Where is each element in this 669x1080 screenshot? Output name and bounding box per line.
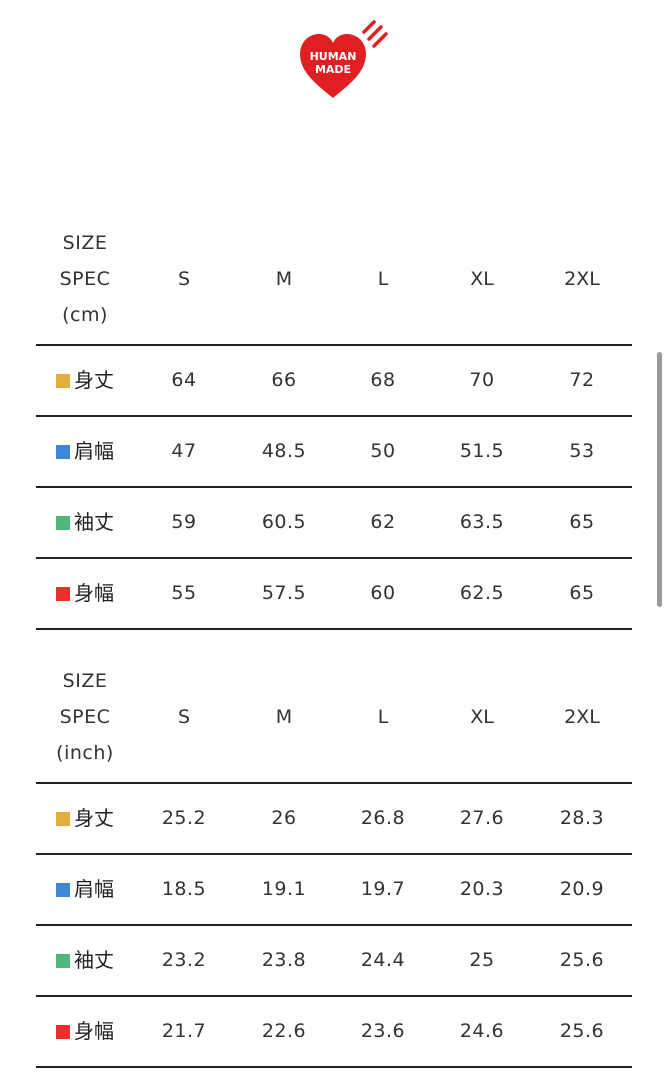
color-swatch-icon [56, 516, 70, 530]
table-cell: 26 [271, 807, 297, 829]
measurement-name: 肩幅 [74, 439, 114, 463]
table-cell: 50 [370, 440, 396, 462]
table-row: 肩幅 18.5 19.1 19.7 20.3 20.9 [36, 855, 632, 926]
table-cell: 62 [370, 511, 396, 533]
table-cell: 21.7 [161, 1020, 207, 1042]
color-swatch-icon [56, 1025, 70, 1039]
size-column-header: L [377, 268, 389, 290]
human-made-logo: HUMAN MADE [296, 14, 396, 104]
table-row: 身丈 25.2 26 26.8 27.6 28.3 [36, 784, 632, 855]
table-cell: 19.7 [360, 878, 406, 900]
table-cell: 20.9 [559, 878, 605, 900]
table-cell: 65 [569, 511, 595, 533]
size-table-inch: SIZE SPEC (inch) S M L XL 2XL 身丈 25.2 26 26.8 27.6 28… [36, 663, 632, 1068]
header-label: (cm) [62, 304, 108, 326]
table-cell: 48.5 [261, 440, 307, 462]
table-cell: 64 [171, 369, 197, 391]
measurement-label: 袖丈 [56, 488, 114, 557]
table-cell: 24.4 [360, 949, 406, 971]
table-row: 袖丈 23.2 23.8 24.4 25 25.6 [36, 926, 632, 997]
header-label: SIZE [62, 670, 108, 692]
table-cell: 23.8 [261, 949, 307, 971]
table-cell: 25.2 [161, 807, 207, 829]
table-cell: 68 [370, 369, 396, 391]
size-column-header: XL [470, 268, 494, 290]
table-cell: 23.6 [360, 1020, 406, 1042]
table-cell: 47 [171, 440, 197, 462]
table-cell: 51.5 [459, 440, 505, 462]
table-cell: 22.6 [261, 1020, 307, 1042]
table-row: 肩幅 47 48.5 50 51.5 53 [36, 417, 632, 488]
size-column-header: S [177, 706, 191, 728]
size-column-header: XL [470, 706, 494, 728]
table-cell: 28.3 [559, 807, 605, 829]
measurement-label: 肩幅 [56, 855, 114, 924]
table-cell: 62.5 [459, 582, 505, 604]
table-cell: 27.6 [459, 807, 505, 829]
table-cell: 66 [271, 369, 297, 391]
table-cell: 24.6 [459, 1020, 505, 1042]
color-swatch-icon [56, 812, 70, 826]
table-header: SIZE SPEC (inch) S M L XL 2XL [36, 663, 632, 784]
size-column-header: 2XL [564, 706, 600, 728]
measurement-name: 袖丈 [74, 510, 114, 534]
table-cell: 70 [469, 369, 495, 391]
measurement-label: 身幅 [56, 559, 114, 628]
table-row: 袖丈 59 60.5 62 63.5 65 [36, 488, 632, 559]
measurement-name: 身幅 [74, 581, 114, 605]
table-cell: 63.5 [459, 511, 505, 533]
measurement-label: 肩幅 [56, 417, 114, 486]
measurement-name: 身丈 [74, 368, 114, 392]
size-column-header: S [177, 268, 191, 290]
table-cell: 55 [171, 582, 197, 604]
table-cell: 72 [569, 369, 595, 391]
measurement-label: 身丈 [56, 346, 114, 415]
size-column-header: M [275, 268, 293, 290]
table-cell: 60 [370, 582, 396, 604]
color-swatch-icon [56, 445, 70, 459]
color-swatch-icon [56, 587, 70, 601]
header-label: SIZE [62, 232, 108, 254]
measurement-name: 身丈 [74, 806, 114, 830]
table-cell: 23.2 [161, 949, 207, 971]
measurement-name: 袖丈 [74, 948, 114, 972]
table-cell: 25 [469, 949, 495, 971]
header-label: SPEC [59, 706, 111, 728]
table-row: 身幅 21.7 22.6 23.6 24.6 25.6 [36, 997, 632, 1068]
measurement-label: 袖丈 [56, 926, 114, 995]
size-table-cm: SIZE SPEC (cm) S M L XL 2XL 身丈 64 66 68 70 72 肩幅 47 48.5… [36, 225, 632, 630]
header-label: (inch) [56, 742, 114, 764]
table-cell: 59 [171, 511, 197, 533]
measurement-label: 身丈 [56, 784, 114, 853]
measurement-name: 肩幅 [74, 877, 114, 901]
table-cell: 26.8 [360, 807, 406, 829]
color-swatch-icon [56, 954, 70, 968]
table-header: SIZE SPEC (cm) S M L XL 2XL [36, 225, 632, 346]
size-column-header: M [275, 706, 293, 728]
table-cell: 25.6 [559, 949, 605, 971]
table-cell: 20.3 [459, 878, 505, 900]
header-label: SPEC [59, 268, 111, 290]
table-cell: 18.5 [161, 878, 207, 900]
color-swatch-icon [56, 883, 70, 897]
table-cell: 60.5 [261, 511, 307, 533]
table-cell: 53 [569, 440, 595, 462]
table-cell: 25.6 [559, 1020, 605, 1042]
svg-text:MADE: MADE [315, 63, 351, 76]
table-row: 身幅 55 57.5 60 62.5 65 [36, 559, 632, 630]
table-cell: 57.5 [261, 582, 307, 604]
scrollbar[interactable] [657, 352, 662, 607]
table-cell: 19.1 [261, 878, 307, 900]
table-row: 身丈 64 66 68 70 72 [36, 346, 632, 417]
measurement-name: 身幅 [74, 1019, 114, 1043]
table-cell: 65 [569, 582, 595, 604]
size-column-header: 2XL [564, 268, 600, 290]
svg-text:HUMAN: HUMAN [310, 50, 357, 63]
color-swatch-icon [56, 374, 70, 388]
measurement-label: 身幅 [56, 997, 114, 1066]
size-column-header: L [377, 706, 389, 728]
